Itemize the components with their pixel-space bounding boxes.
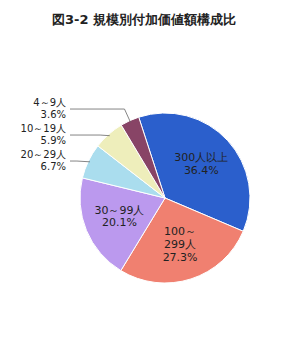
labels: 300人以上36.4% 100～299人27.3% 30～99人20.1% 4～9人3… [21, 97, 229, 263]
slice-label-line: 20～29人 [21, 149, 66, 160]
slice-label-line: 300人以上 [174, 151, 228, 164]
chart: 図3-2 規模別付加価値額構成比 300人以上36.4% 100～299人27.3%… [0, 0, 288, 359]
slice-label-line: 299人 [164, 238, 196, 251]
slice-label: 10～19人 [21, 123, 66, 134]
data-label: 36.4% [184, 164, 219, 177]
data-label: 20.1% [102, 216, 137, 229]
data-label: 3.6% [41, 109, 66, 120]
slice-label: 30～99人 [94, 204, 144, 217]
leader-line [70, 161, 90, 163]
leader-line [70, 135, 110, 137]
data-label: 5.9% [41, 135, 66, 146]
slice [121, 117, 165, 198]
pie [80, 113, 250, 283]
slice-label: 100～299人 [164, 225, 196, 251]
slices [80, 113, 250, 283]
slice-label-line: 4～9人 [33, 97, 66, 108]
title: 図3-2 規模別付加価値額構成比 [52, 12, 236, 27]
slice-label: 300人以上 [174, 151, 228, 164]
data-label: 27.3% [163, 251, 198, 264]
slice-label-line: 30～99人 [94, 204, 144, 217]
slice-label-line: 10～19人 [21, 123, 66, 134]
slice-label: 4～9人 [33, 97, 66, 108]
leader-line [70, 109, 130, 122]
data-label: 6.7% [41, 161, 66, 172]
slice-label-line: 100～ [164, 225, 196, 238]
slice-label: 20～29人 [21, 149, 66, 160]
